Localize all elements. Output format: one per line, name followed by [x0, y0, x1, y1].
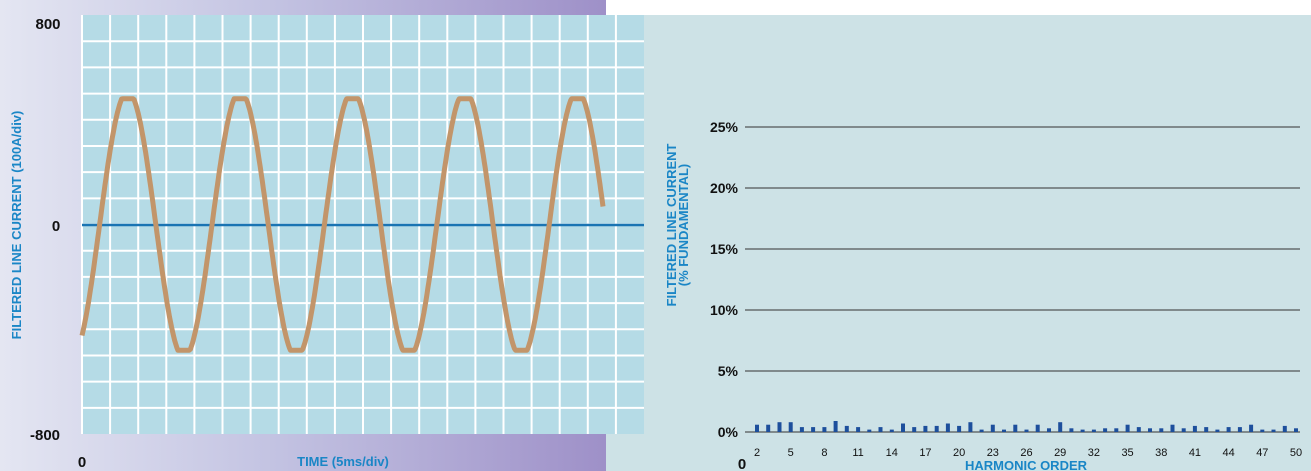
waveform-series-line	[79, 96, 606, 353]
harmonic-x-tick-label: 41	[1189, 447, 1201, 459]
harmonic-bar	[1260, 429, 1265, 432]
harmonic-x-ticks: 2 5 8 11 14 17 20 23 26 29 32 35 38 41 44 47 50	[754, 447, 1302, 459]
harmonic-x-tick-label: 35	[1121, 447, 1133, 459]
harmonic-bar	[1125, 424, 1130, 432]
harmonic-x-tick-label: 11	[852, 447, 863, 459]
waveform-chart: 800 0 -800 0 TIME (5ms/div) FILTERED LIN…	[9, 15, 644, 471]
harmonic-x-tick-label: 29	[1054, 447, 1066, 459]
harmonic-bar	[1080, 429, 1085, 432]
waveform-y-tick-zero: 0	[52, 218, 60, 235]
harmonic-bar	[1159, 428, 1164, 432]
waveform-y-tick-min: -800	[30, 427, 60, 444]
harmonic-y-axis-label-line2: (% FUNDAMENTAL)	[676, 164, 691, 287]
harmonic-bar	[1215, 429, 1220, 432]
harmonic-bar	[901, 423, 905, 432]
harmonic-bar	[1035, 424, 1040, 432]
harmonic-bar	[923, 425, 928, 432]
harmonic-bar	[1047, 428, 1051, 432]
harmonic-x-tick-label: 14	[886, 447, 898, 459]
harmonic-x-tick-label: 32	[1088, 447, 1100, 459]
harmonic-bar	[1091, 429, 1096, 432]
waveform-y-axis-label: FILTERED LINE CURRENT (100A/div)	[9, 111, 24, 340]
harmonic-bar	[1282, 425, 1287, 432]
harmonic-bar	[990, 424, 995, 432]
harmonic-x-tick-label: 5	[788, 447, 794, 459]
harmonic-y-tick-label: 5%	[718, 363, 739, 379]
harmonic-bar	[979, 429, 984, 432]
harmonic-bar	[1237, 427, 1242, 432]
harmonic-x-tick-label: 23	[987, 447, 999, 459]
harmonic-bar	[788, 422, 793, 432]
harmonic-x-tick-label: 20	[953, 447, 965, 459]
harmonic-x-tick-label: 26	[1020, 447, 1032, 459]
right-panel-background	[606, 15, 1311, 471]
harmonic-x-tick-label: 44	[1223, 447, 1235, 459]
harmonic-bar	[889, 429, 894, 432]
harmonic-bar	[1192, 425, 1197, 432]
harmonic-bar	[945, 423, 950, 432]
harmonic-bar	[844, 425, 849, 432]
harmonic-bar	[1024, 429, 1029, 432]
harmonic-bar	[867, 429, 872, 432]
harmonic-bar	[1114, 428, 1119, 432]
harmonic-bar	[755, 424, 759, 432]
harmonic-bar	[1103, 428, 1108, 432]
harmonic-bar	[856, 427, 861, 432]
harmonic-bar	[1148, 428, 1152, 432]
harmonic-bar	[957, 425, 962, 432]
harmonic-gridlines	[745, 126, 1300, 433]
harmonic-y-ticks: 0% 5% 10% 15% 20% 25%	[710, 119, 739, 440]
harmonic-bars	[755, 421, 1298, 432]
harmonic-x-tick-label: 50	[1290, 447, 1302, 459]
harmonic-bar	[912, 427, 917, 432]
harmonic-bar	[1136, 427, 1141, 432]
harmonic-y-tick-label: 25%	[710, 119, 739, 135]
harmonic-bar	[1226, 427, 1231, 432]
harmonic-x-zero-label: 0	[738, 456, 746, 471]
harmonic-y-axis-label: FILTERED LINE CURRENT (% FUNDAMENTAL)	[664, 143, 691, 306]
harmonic-y-tick-label: 15%	[710, 241, 739, 257]
harmonic-bar	[1170, 424, 1175, 432]
waveform-y-tick-max: 800	[35, 16, 60, 33]
harmonic-x-axis-label: HARMONIC ORDER	[965, 458, 1088, 471]
harmonic-bar	[799, 427, 804, 432]
harmonic-bar	[777, 422, 782, 432]
harmonic-bar	[822, 427, 827, 432]
harmonic-bar	[1249, 424, 1254, 432]
harmonic-bar	[1294, 428, 1298, 432]
harmonic-x-tick-label: 38	[1155, 447, 1167, 459]
harmonic-bar	[1058, 422, 1063, 432]
harmonic-y-axis-label-line1: FILTERED LINE CURRENT	[664, 143, 679, 306]
waveform-x-tick-zero: 0	[78, 454, 86, 471]
harmonic-bar	[811, 427, 816, 432]
harmonic-bar	[934, 425, 939, 432]
harmonic-bar	[878, 427, 883, 432]
harmonic-bar	[766, 424, 771, 432]
harmonic-y-tick-label: 0%	[718, 424, 739, 440]
harmonic-bar	[1002, 429, 1006, 432]
harmonic-bar	[1271, 429, 1276, 432]
harmonic-x-tick-label: 2	[754, 447, 760, 459]
harmonic-x-tick-label: 17	[919, 447, 931, 459]
harmonic-y-tick-label: 20%	[710, 180, 739, 196]
harmonic-bar	[968, 422, 973, 432]
harmonic-bar	[833, 421, 838, 432]
harmonic-bar	[1181, 428, 1186, 432]
harmonic-bar	[1013, 424, 1018, 432]
harmonic-x-tick-label: 8	[821, 447, 827, 459]
harmonic-chart: 0% 5% 10% 15% 20% 25% 2 5 8 11 14 17 20 23 26 29 32 35 38…	[664, 119, 1302, 471]
harmonic-y-tick-label: 10%	[710, 302, 739, 318]
harmonic-x-tick-label: 47	[1256, 447, 1268, 459]
harmonic-bar	[1204, 427, 1209, 432]
harmonic-bar	[1069, 428, 1074, 432]
waveform-x-axis-label: TIME (5ms/div)	[297, 454, 389, 469]
